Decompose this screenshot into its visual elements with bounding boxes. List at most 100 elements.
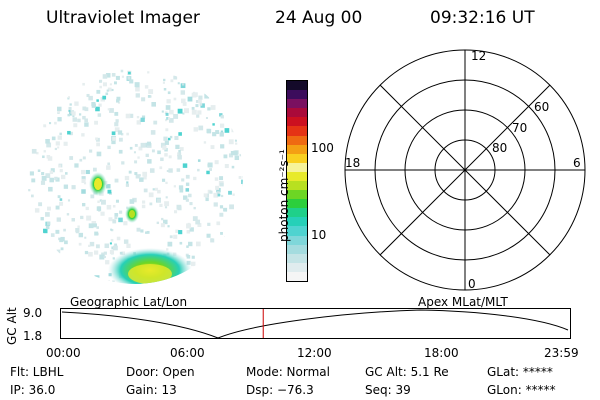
noise-speckle <box>150 130 156 135</box>
noise-speckle <box>28 189 31 192</box>
noise-speckle <box>116 99 120 103</box>
noise-speckle <box>217 193 221 197</box>
noise-speckle <box>57 135 62 140</box>
noise-speckle <box>88 251 93 257</box>
polar-label-18: 18 <box>345 156 360 170</box>
noise-speckle <box>179 241 183 245</box>
info-ip: IP: 36.0 <box>10 383 56 397</box>
noise-speckle <box>151 149 155 153</box>
xtick-1200: 12:00 <box>297 346 332 360</box>
noise-speckle <box>31 178 36 183</box>
noise-speckle <box>31 148 37 154</box>
colorbar-step <box>287 180 307 191</box>
noise-speckle <box>185 174 190 179</box>
noise-speckle <box>90 194 95 199</box>
noise-speckle <box>197 99 202 104</box>
noise-speckle <box>94 231 99 236</box>
noise-speckle <box>56 249 61 254</box>
noise-speckle <box>173 113 179 119</box>
noise-speckle <box>114 216 118 220</box>
noise-speckle <box>126 243 131 249</box>
noise-speckle <box>88 95 93 101</box>
noise-speckle <box>165 181 168 185</box>
noise-speckle <box>86 215 92 221</box>
polar-label-12: 12 <box>471 49 486 63</box>
noise-speckle <box>231 128 236 133</box>
noise-speckle <box>197 168 200 172</box>
noise-speckle <box>137 156 140 159</box>
noise-speckle <box>109 108 114 113</box>
noise-speckle <box>193 206 196 210</box>
noise-speckle <box>164 140 169 145</box>
noise-speckle <box>212 132 217 137</box>
noise-speckle <box>82 202 86 207</box>
noise-speckle <box>210 238 215 243</box>
noise-speckle <box>54 121 57 125</box>
noise-speckle <box>114 111 119 116</box>
noise-speckle <box>67 130 71 135</box>
noise-speckle <box>92 223 97 228</box>
noise-speckle <box>42 155 45 159</box>
colorbar-step <box>287 217 307 227</box>
noise-speckle <box>191 109 197 115</box>
noise-speckle <box>210 105 216 110</box>
noise-speckle <box>72 117 77 122</box>
noise-speckle <box>166 248 169 251</box>
noise-speckle <box>161 178 166 182</box>
noise-speckle <box>75 230 79 234</box>
colorbar-step <box>287 108 307 118</box>
noise-speckle <box>40 180 46 185</box>
timeline-left-title: Geographic Lat/Lon <box>70 295 188 309</box>
colorbar-step <box>287 244 307 254</box>
noise-speckle <box>96 89 101 94</box>
noise-speckle <box>207 107 211 111</box>
noise-speckle <box>189 227 194 232</box>
noise-speckle <box>67 113 70 117</box>
noise-speckle <box>220 130 224 133</box>
noise-speckle <box>105 92 109 96</box>
noise-speckle <box>165 118 168 122</box>
noise-speckle <box>43 124 47 128</box>
noise-speckle <box>185 188 190 192</box>
colorbar-step <box>287 90 307 100</box>
noise-speckle <box>83 182 87 185</box>
noise-speckle <box>123 239 129 244</box>
colorbar-label: photon cm⁻²s⁻¹ <box>277 149 291 242</box>
polar-label-0: 0 <box>468 277 476 291</box>
noise-speckle <box>145 231 148 234</box>
noise-speckle <box>67 199 71 202</box>
colorbar-step <box>287 208 307 218</box>
noise-speckle <box>80 169 86 175</box>
noise-speckle <box>166 169 169 173</box>
noise-speckle <box>168 155 172 159</box>
noise-speckle <box>115 75 120 80</box>
noise-speckle <box>220 194 224 198</box>
noise-speckle <box>115 119 119 123</box>
noise-speckle <box>48 186 53 192</box>
colorbar-step <box>287 226 307 236</box>
noise-speckle <box>169 135 173 139</box>
noise-speckle <box>203 141 207 144</box>
instrument-title: Ultraviolet Imager <box>46 8 200 28</box>
noise-speckle <box>242 183 243 187</box>
noise-speckle <box>216 221 221 226</box>
noise-speckle <box>188 193 192 198</box>
noise-speckle <box>178 132 182 136</box>
noise-speckle <box>219 176 224 181</box>
noise-speckle <box>125 183 130 187</box>
noise-speckle <box>163 136 168 141</box>
polar-grid: 12 0 18 6 60 70 80 <box>344 49 586 291</box>
noise-speckle <box>111 88 114 92</box>
noise-speckle <box>173 234 178 239</box>
noise-speckle <box>107 145 111 150</box>
date-label: 24 Aug 00 <box>275 8 363 28</box>
noise-speckle <box>241 179 243 185</box>
noise-speckle <box>99 85 102 89</box>
noise-speckle <box>209 190 213 194</box>
noise-speckle <box>224 236 229 241</box>
noise-speckle <box>196 114 200 118</box>
noise-speckle <box>140 117 145 122</box>
noise-speckle <box>181 178 185 182</box>
info-glat: GLat: ***** <box>487 365 553 379</box>
noise-speckle <box>111 73 116 77</box>
